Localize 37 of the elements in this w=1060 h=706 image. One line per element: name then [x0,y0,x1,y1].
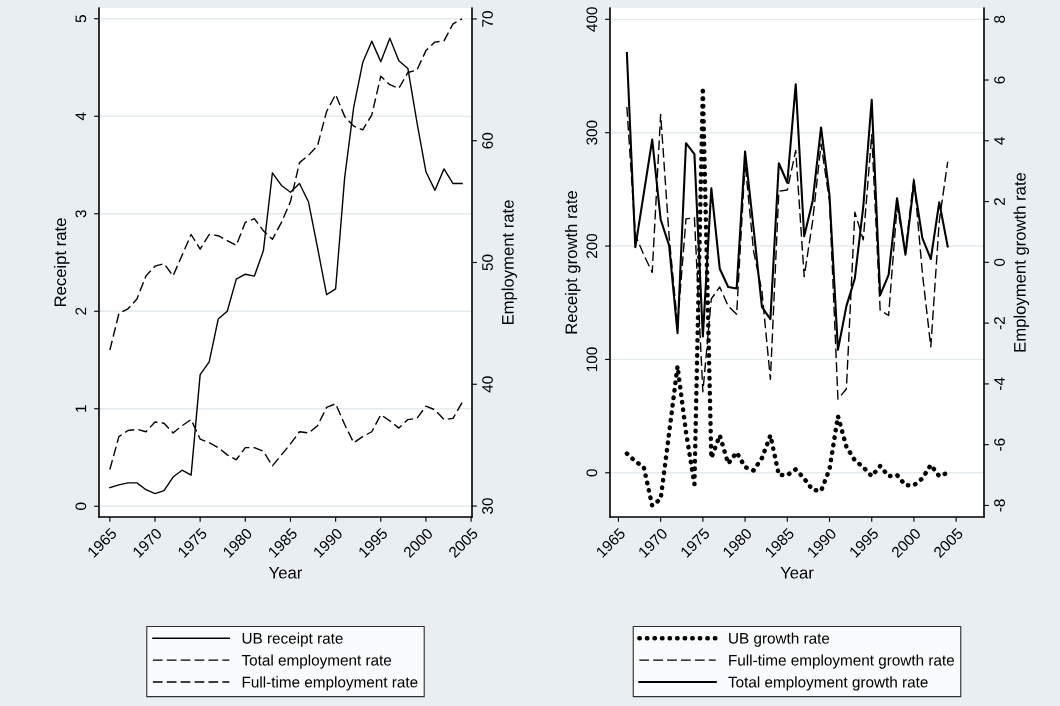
y-axis-title: Receipt rate [53,218,70,307]
y2-tick-label: -6 [994,438,1005,451]
y2-tick-label: -8 [994,499,1005,512]
legend-label: Full-time employment rate [242,676,418,691]
y-tick-label: 300 [586,120,598,145]
y-tick-label: 100 [586,347,598,371]
y-tick-label: 5 [75,15,87,23]
y2-tick-label: 60 [482,132,493,149]
y2-axis-title: Employment rate [501,200,518,325]
y2-tick-label: 70 [482,11,493,27]
y2-tick-label: 40 [482,376,493,393]
y2-tick-label: 8 [994,15,1005,23]
y-tick-label: 0 [586,469,598,477]
y-axis-title: Receipt growth rate [564,190,581,334]
y2-tick-label: 50 [482,254,493,271]
y-tick-label: 3 [75,210,87,218]
legend-label: UB growth rate [729,632,830,647]
x-axis-title: Year [780,566,814,579]
y-tick-label: 4 [75,112,87,121]
y2-tick-label: 0 [994,258,1005,266]
y2-tick-label: 4 [994,136,1005,145]
legend-label: UB receipt rate [242,632,343,647]
y2-tick-label: 6 [994,76,1005,84]
y-tick-label: 1 [75,405,87,412]
y2-tick-label: 30 [482,498,493,514]
legend-label: Full-time employment growth rate [729,654,954,669]
legend-label: Total employment growth rate [728,676,928,691]
x-axis-title: Year [269,566,303,579]
y2-axis-title: Employment growth rate [1013,172,1030,352]
y2-tick-label: 2 [994,198,1005,206]
y-tick-label: 400 [586,7,598,32]
y-tick-label: 0 [75,502,87,510]
y2-tick-label: -4 [994,377,1005,391]
y-tick-label: 2 [75,307,87,315]
legend-label: Total employment rate [241,654,392,669]
y2-tick-label: -2 [994,317,1005,330]
y-tick-label: 200 [586,233,598,259]
